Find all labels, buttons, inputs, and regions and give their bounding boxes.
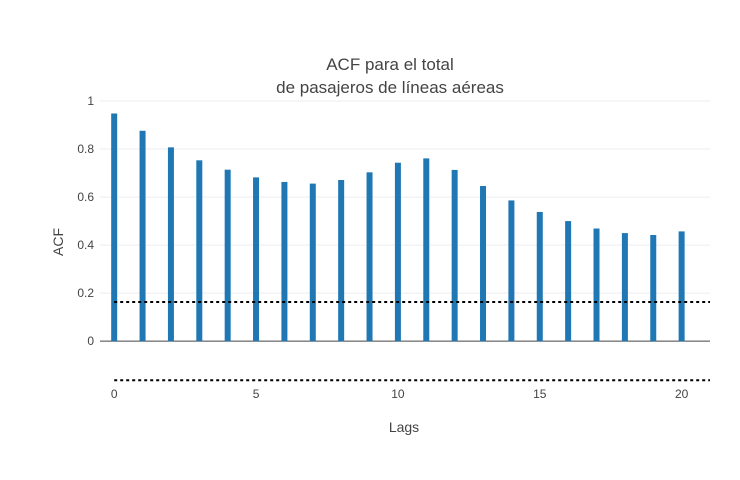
y-tick-label-5: 1 — [87, 94, 94, 108]
x-axis-title: Lags — [389, 419, 419, 435]
chart-title-line-2: de pasajeros de líneas aéreas — [276, 78, 504, 97]
bar-lag-18 — [621, 233, 628, 342]
chart-title-line-1: ACF para el total — [326, 55, 454, 74]
y-tick-labels: 0 0.2 0.4 0.6 0.8 1 — [77, 94, 94, 348]
x-tick-label-0: 0 — [111, 387, 118, 401]
bar-lag-12 — [451, 169, 458, 342]
y-tick-label-2: 0.4 — [77, 238, 94, 252]
y-tick-label-4: 0.8 — [77, 142, 94, 156]
y-axis-title: ACF — [50, 228, 66, 256]
y-tick-label-0: 0 — [87, 334, 94, 348]
bar-lag-6 — [281, 181, 288, 342]
bar-lag-11 — [423, 158, 430, 342]
bar-lag-20 — [678, 231, 685, 342]
x-tick-label-2: 10 — [391, 387, 405, 401]
bars — [111, 113, 685, 342]
x-tick-label-4: 20 — [675, 387, 689, 401]
y-tick-label-1: 0.2 — [77, 286, 94, 300]
gridlines — [100, 100, 710, 342]
bar-lag-14 — [508, 200, 515, 342]
bar-lag-15 — [536, 211, 543, 342]
bar-lag-8 — [338, 180, 345, 342]
x-tick-labels: 0 5 10 15 20 — [111, 387, 689, 401]
bar-lag-0 — [111, 113, 118, 342]
bar-lag-16 — [565, 221, 572, 342]
bar-lag-2 — [167, 147, 174, 342]
bar-lag-19 — [650, 235, 657, 342]
bar-lag-10 — [394, 162, 401, 342]
bar-lag-3 — [196, 160, 203, 342]
bar-lag-5 — [253, 177, 260, 342]
bar-lag-9 — [366, 172, 373, 342]
bar-lag-4 — [224, 169, 231, 342]
bar-lag-7 — [309, 183, 316, 342]
y-tick-label-3: 0.6 — [77, 190, 94, 204]
bar-lag-1 — [139, 130, 146, 342]
bar-lag-17 — [593, 228, 600, 342]
x-tick-label-1: 5 — [253, 387, 260, 401]
bar-lag-13 — [480, 186, 487, 342]
x-tick-label-3: 15 — [533, 387, 547, 401]
